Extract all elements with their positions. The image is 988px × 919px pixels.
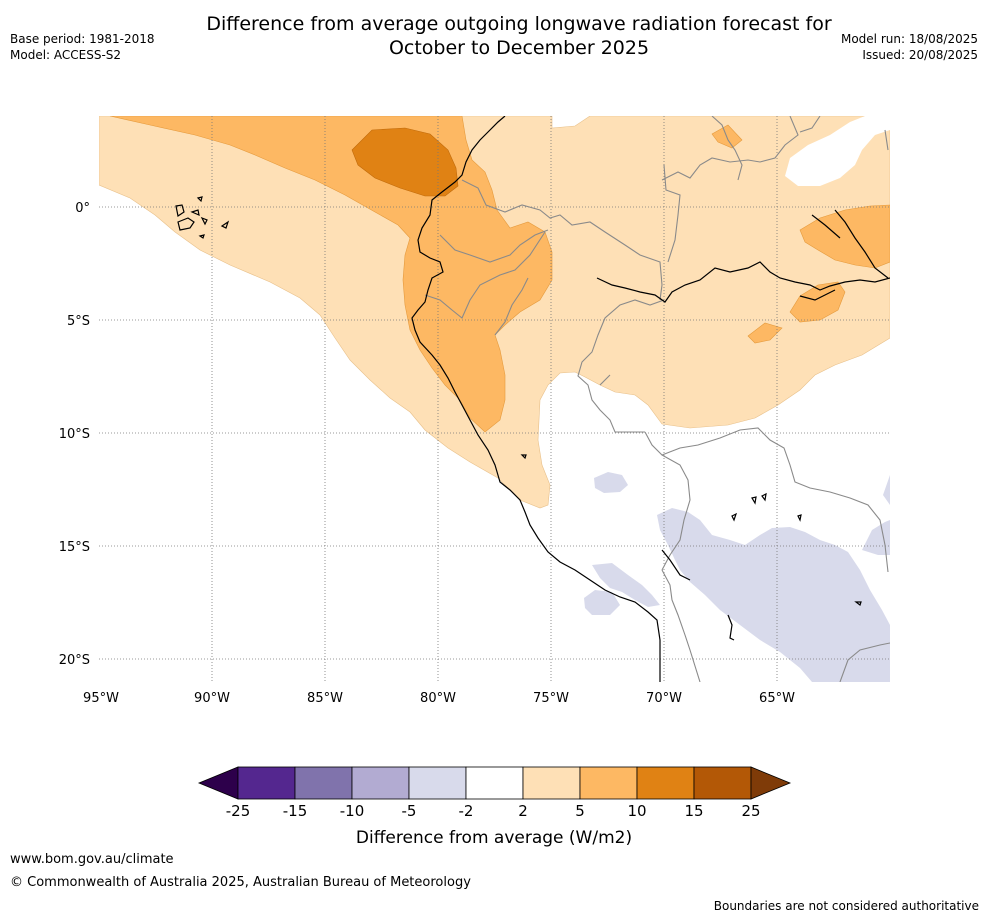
islands: [175, 196, 862, 641]
colorbar-tick-3: -5: [402, 802, 417, 820]
colorbar-tick-4: -2: [459, 802, 474, 820]
colorbar: -25 -15 -10 -5 -2 2 5 10 15 25 Difference from av…: [197, 766, 792, 848]
colorbar-tick-1: -15: [283, 802, 308, 820]
lon-label-80w: 80°W: [420, 691, 456, 706]
anomaly-region-minus5-minus2-4: [594, 472, 628, 493]
model-run-label: Model run: 18/08/2025: [840, 32, 978, 46]
colorbar-bin-1: [294, 766, 353, 800]
colorbar-bin-0: [237, 766, 296, 800]
colorbar-bin-8: [693, 766, 752, 800]
anomaly-region-neutral-1: [785, 116, 890, 186]
colorbar-tick-8: 15: [684, 802, 703, 820]
lat-axis-labels: 0° 5°S 10°S 15°S 20°S: [59, 201, 90, 668]
disclaimer-text: Boundaries are not considered authoritat…: [713, 899, 979, 913]
colorbar-bin-7: [636, 766, 695, 800]
lat-label-10s: 10°S: [59, 427, 90, 442]
colorbar-bin-2: [351, 766, 410, 800]
meta-right: Model run: 18/08/2025 Issued: 20/08/2025: [841, 31, 978, 63]
lon-label-90w: 90°W: [194, 691, 230, 706]
lat-label-5s: 5°S: [67, 314, 90, 329]
lat-label-0: 0°: [75, 201, 90, 216]
lon-label-75w: 75°W: [533, 691, 569, 706]
anomaly-region-minus5-minus2-1: [657, 508, 890, 682]
chart-title: Difference from average outgoing longwav…: [150, 12, 888, 60]
lon-label-65w: 65°W: [759, 691, 795, 706]
anomaly-region-minus5-minus2-3: [584, 590, 620, 615]
lon-axis-labels: 95°W 90°W 85°W 80°W 75°W 70°W 65°W: [83, 691, 795, 706]
anomaly-region-minus5-minus2-6: [883, 475, 890, 505]
colorbar-tick-labels: -25 -15 -10 -5 -2 2 5 10 15 25: [226, 802, 761, 820]
lat-label-15s: 15°S: [59, 540, 90, 555]
model-label: Model: ACCESS-S2: [10, 48, 122, 62]
colorbar-bin-6: [579, 766, 638, 800]
colorbar-tick-0: -25: [226, 802, 251, 820]
anomaly-region-minus5-minus2-2: [592, 563, 660, 607]
map-panel: [99, 116, 890, 682]
graticule: [99, 116, 890, 682]
colorbar-tick-6: 5: [575, 802, 585, 820]
lon-label-95w: 95°W: [83, 691, 119, 706]
colorbar-tick-5: 2: [518, 802, 528, 820]
colorbar-bin-5: [522, 766, 581, 800]
colorbar-tick-9: 25: [741, 802, 760, 820]
colorbar-extend-low: [197, 766, 239, 800]
colorbar-title: Difference from average (W/m2): [356, 828, 632, 848]
colorbar-tick-2: -10: [340, 802, 365, 820]
anomaly-region-10-15: [351, 127, 459, 197]
anomaly-fields: [99, 116, 890, 682]
coastline: [411, 116, 890, 682]
base-period-label: Base period: 1981-2018: [10, 32, 155, 46]
country-borders: [424, 116, 890, 682]
colorbar-bin-3: [408, 766, 467, 800]
title-line-1: Difference from average outgoing longwav…: [206, 13, 832, 35]
anomaly-region-5-10-east: [799, 204, 890, 269]
lon-label-85w: 85°W: [307, 691, 343, 706]
colorbar-tick-7: 10: [627, 802, 646, 820]
colorbar-bin-4: [465, 766, 524, 800]
colorbar-extend-high: [750, 766, 792, 800]
colorbar-bins: [237, 766, 752, 800]
meta-left: Base period: 1981-2018 Model: ACCESS-S2: [10, 31, 155, 63]
lat-label-20s: 20°S: [59, 653, 90, 668]
lon-label-70w: 70°W: [646, 691, 682, 706]
anomaly-region-5-10-east-3: [747, 322, 783, 344]
copyright-text: © Commonwealth of Australia 2025, Austra…: [10, 875, 471, 890]
issued-label: Issued: 20/08/2025: [862, 48, 978, 62]
website-link[interactable]: www.bom.gov.au/climate: [10, 852, 174, 867]
title-line-2: October to December 2025: [388, 37, 650, 59]
